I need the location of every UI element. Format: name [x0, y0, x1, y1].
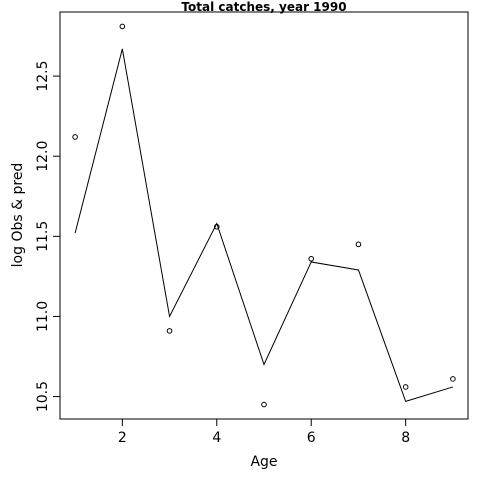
y-tick-label: 11.5	[35, 221, 51, 252]
y-axis: 10.5 11.0 11.5 12.0 12.5	[35, 61, 61, 412]
series-layer	[72, 23, 456, 408]
observed-point	[166, 328, 173, 334]
x-axis-label: Age	[250, 454, 277, 470]
observed-point	[261, 401, 267, 408]
x-axis: 2 4 6 8	[118, 418, 410, 446]
observed-point	[72, 134, 78, 140]
x-tick-label: 6	[307, 430, 316, 446]
y-tick-label: 11.0	[35, 301, 51, 332]
observed-point	[450, 376, 456, 382]
y-tick-label: 12.0	[35, 141, 51, 172]
x-tick-label: 2	[118, 430, 127, 446]
observed-point	[119, 23, 126, 30]
plot-frame	[59, 11, 469, 420]
y-tick-label: 12.5	[35, 61, 51, 92]
observed-point	[402, 384, 409, 390]
observed-point	[308, 255, 315, 262]
y-axis-label: log Obs & pred	[10, 163, 26, 268]
observed-point	[355, 241, 362, 248]
predicted-line	[74, 48, 454, 402]
x-tick-label: 8	[401, 430, 410, 446]
y-tick-label: 10.5	[35, 381, 51, 412]
x-tick-label: 4	[212, 430, 221, 446]
chart-title: Total catches, year 1990	[181, 0, 346, 14]
